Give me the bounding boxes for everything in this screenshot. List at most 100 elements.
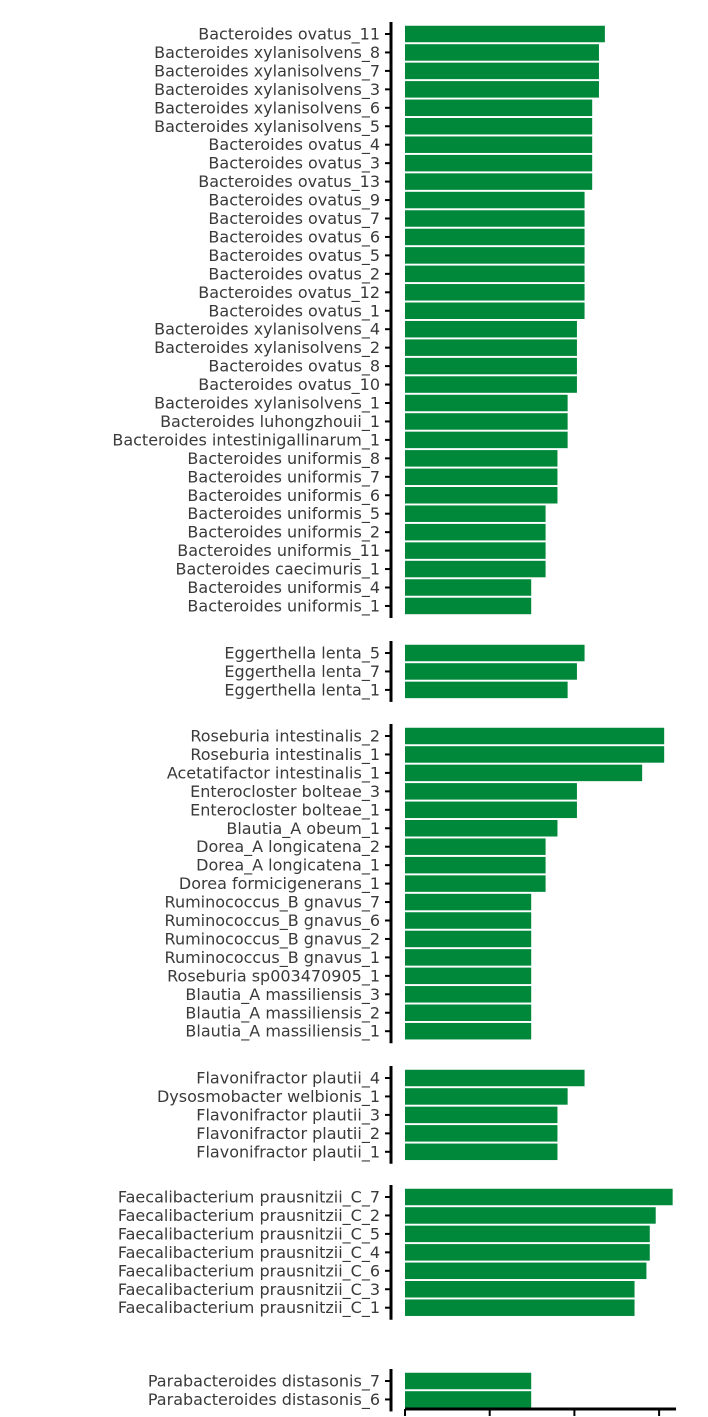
tick-label: Bacteroides luhongzhouii_1 xyxy=(160,412,380,432)
tick-label: Bacteroides caecimuris_1 xyxy=(175,560,380,580)
bar xyxy=(405,1022,532,1040)
bar xyxy=(405,1281,635,1298)
tick-label: Enterocloster bolteae_3 xyxy=(190,782,380,802)
bar xyxy=(405,949,532,966)
tick-label: Faecalibacterium prausnitzii_C_5 xyxy=(118,1224,380,1244)
tick-label: Roseburia intestinalis_2 xyxy=(190,727,380,747)
bar xyxy=(405,505,546,522)
bar xyxy=(405,1106,558,1124)
tick-label: Bacteroides xylanisolvens_2 xyxy=(154,338,380,358)
tick-label: Bacteroides uniformis_11 xyxy=(177,541,380,561)
bar xyxy=(405,81,599,98)
tick-label: Bacteroides xylanisolvens_7 xyxy=(154,61,380,81)
tick-label: Blautia_A massiliensis_1 xyxy=(185,1022,380,1042)
tick-label: Bacteroides ovatus_3 xyxy=(208,154,380,174)
tick-label: Bacteroides uniformis_6 xyxy=(187,486,380,506)
tick-label: Bacteroides xylanisolvens_8 xyxy=(154,43,380,63)
bar xyxy=(405,99,593,117)
bar xyxy=(405,1004,532,1021)
tick-label: Blautia_A massiliensis_3 xyxy=(185,985,380,1005)
tick-label: Bacteroides uniformis_1 xyxy=(187,596,380,616)
tick-label: Enterocloster bolteae_1 xyxy=(190,800,380,820)
bar xyxy=(405,302,585,319)
bar xyxy=(405,663,577,680)
tick-label: Bacteroides ovatus_6 xyxy=(208,227,380,247)
bar xyxy=(405,838,546,855)
tick-label: Roseburia intestinalis_1 xyxy=(190,745,380,765)
bar xyxy=(405,560,546,578)
tick-label: Dorea_A longicatena_2 xyxy=(196,837,380,857)
tick-label: Flavonifractor plautii_4 xyxy=(196,1069,380,1089)
bar xyxy=(405,154,593,172)
bar xyxy=(405,746,665,763)
bar xyxy=(405,450,558,467)
bar xyxy=(405,986,532,1003)
tick-label: Bacteroides uniformis_5 xyxy=(187,504,380,524)
bar xyxy=(405,136,593,153)
tick-label: Bacteroides uniformis_8 xyxy=(187,449,380,469)
tick-label: Faecalibacterium prausnitzii_C_2 xyxy=(118,1206,380,1226)
tick-label: Bacteroides xylanisolvens_3 xyxy=(154,80,380,100)
bar xyxy=(405,875,546,892)
bar xyxy=(405,1069,585,1087)
tick-label: Acetatifactor intestinalis_1 xyxy=(167,763,380,783)
bar xyxy=(405,912,532,929)
tick-label: Bacteroides ovatus_4 xyxy=(208,135,380,155)
bar xyxy=(405,376,577,393)
bar xyxy=(405,801,577,819)
tick-label: Ruminococcus_B gnavus_1 xyxy=(165,948,380,968)
tick-label: Bacteroides ovatus_1 xyxy=(208,301,380,321)
tick-label: Bacteroides xylanisolvens_1 xyxy=(154,394,380,414)
bar xyxy=(405,210,585,227)
bar xyxy=(405,856,546,874)
bar xyxy=(405,487,558,504)
bar xyxy=(405,1372,532,1390)
tick-label: Flavonifractor plautii_3 xyxy=(196,1105,380,1125)
bar xyxy=(405,357,577,375)
bar xyxy=(405,320,577,338)
tick-label: Bacteroides ovatus_7 xyxy=(208,209,380,229)
tick-label: Dorea_A longicatena_1 xyxy=(196,856,380,876)
tick-label: Roseburia sp003470905_1 xyxy=(167,966,380,986)
bar xyxy=(405,191,585,209)
tick-label: Bacteroides intestinigallinarum_1 xyxy=(112,430,380,450)
bar xyxy=(405,1225,650,1243)
tick-label: Bacteroides uniformis_2 xyxy=(187,523,380,543)
tick-label: Bacteroides ovatus_12 xyxy=(198,283,380,303)
tick-label: Eggerthella lenta_1 xyxy=(224,680,380,700)
tick-label: Bacteroides xylanisolvens_6 xyxy=(154,98,380,118)
tick-label: Bacteroides ovatus_2 xyxy=(208,264,380,284)
tick-label: Bacteroides xylanisolvens_5 xyxy=(154,117,380,137)
bar xyxy=(405,597,532,615)
bar xyxy=(405,1143,558,1161)
bar xyxy=(405,228,585,246)
bar xyxy=(405,265,585,283)
tick-label: Flavonifractor plautii_1 xyxy=(196,1142,380,1162)
tick-label: Flavonifractor plautii_2 xyxy=(196,1124,380,1144)
tick-label: Blautia_A massiliensis_2 xyxy=(185,1003,380,1023)
bar xyxy=(405,1125,558,1142)
bar xyxy=(405,1207,656,1224)
bar xyxy=(405,25,605,43)
bar xyxy=(405,1188,673,1206)
bar xyxy=(405,820,558,837)
tick-label: Parabacteroides distasonis_7 xyxy=(148,1372,380,1392)
bar xyxy=(405,1262,647,1280)
bar xyxy=(405,893,532,911)
tick-label: Bacteroides ovatus_8 xyxy=(208,357,380,377)
tick-label: Bacteroides ovatus_5 xyxy=(208,246,380,266)
tick-label: Bacteroides ovatus_9 xyxy=(208,191,380,211)
bar xyxy=(405,523,546,541)
tick-label: Faecalibacterium prausnitzii_C_1 xyxy=(118,1298,380,1318)
tick-label: Faecalibacterium prausnitzii_C_7 xyxy=(118,1188,380,1208)
tick-label: Parabacteroides distasonis_6 xyxy=(148,1390,380,1410)
bar xyxy=(405,118,593,135)
bar xyxy=(405,1088,568,1105)
bar xyxy=(405,681,568,699)
tick-label: Bacteroides ovatus_11 xyxy=(198,25,380,45)
tick-label: Bacteroides ovatus_10 xyxy=(198,375,380,395)
bar xyxy=(405,783,577,800)
bar xyxy=(405,930,532,948)
tick-label: Blautia_A obeum_1 xyxy=(226,819,380,839)
bar xyxy=(405,727,665,745)
